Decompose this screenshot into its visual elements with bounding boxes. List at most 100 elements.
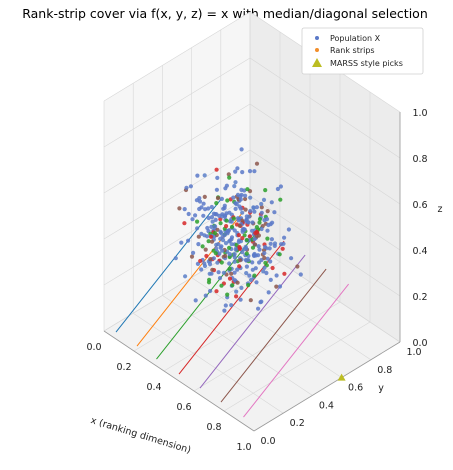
scatter-point — [244, 251, 249, 256]
scatter-point — [242, 247, 247, 252]
scatter-point — [244, 271, 249, 276]
scatter-point — [234, 289, 239, 294]
scatter-point — [214, 187, 219, 192]
scatter-point — [232, 228, 237, 233]
gridline — [249, 103, 401, 205]
gridline — [103, 57, 251, 148]
scatter-point — [237, 244, 242, 250]
scatter-point — [208, 288, 213, 294]
scatter-point — [289, 256, 294, 261]
z-tick-label: 0.2 — [412, 292, 427, 303]
scatter-point — [219, 244, 224, 249]
scatter-point — [252, 251, 257, 257]
scatter-point — [240, 210, 245, 215]
scatter-point — [243, 207, 248, 212]
scatter-point — [222, 232, 227, 237]
scatter-point — [248, 208, 253, 214]
scatter-point — [233, 180, 238, 185]
scatter-point — [254, 280, 259, 285]
gridline — [133, 312, 284, 414]
scatter-point — [199, 205, 204, 210]
scatter-point — [265, 209, 270, 214]
legend-label-population: Population X — [330, 34, 381, 43]
scatter-point — [218, 229, 223, 234]
scatter-point — [245, 187, 250, 192]
scatter-point — [195, 226, 200, 231]
scatter-point — [262, 255, 267, 261]
gridline — [249, 57, 401, 159]
scatter-point — [183, 274, 188, 279]
legend: Population X Rank strips MARSS style pic… — [301, 27, 424, 75]
scatter-point — [246, 220, 251, 225]
scatter-point — [177, 206, 182, 211]
scatter-point — [241, 226, 246, 232]
scatter-point — [212, 231, 217, 236]
scatter-point — [229, 224, 235, 229]
scatter-point — [286, 227, 291, 232]
z-tick-label: 1.0 — [412, 108, 427, 119]
scatter-point — [229, 271, 234, 276]
scatter-point — [246, 283, 251, 288]
legend-label-strips: Rank strips — [330, 46, 375, 55]
scatter-point — [270, 220, 275, 225]
axis-line — [253, 341, 401, 432]
scatter-point — [229, 303, 234, 308]
scatter-point — [268, 241, 273, 246]
scatter-point — [208, 234, 214, 239]
scatter-point — [206, 215, 211, 221]
scatter-point — [209, 239, 215, 244]
scatter-point — [240, 170, 245, 175]
scatter-point — [250, 220, 255, 225]
legend-marker-population — [315, 36, 319, 40]
scatter-point — [240, 236, 245, 241]
scatter-point — [236, 233, 241, 238]
scatter-point — [173, 256, 178, 261]
scatter-point — [233, 247, 238, 252]
scatter-point — [209, 204, 214, 210]
scatter-point — [257, 217, 263, 222]
scatter-point — [223, 253, 228, 259]
scatter-point — [246, 257, 251, 263]
scatter-point — [262, 265, 267, 270]
scatter-point — [243, 196, 248, 202]
scatter-point — [239, 192, 244, 197]
axis-lines — [103, 112, 401, 432]
scatter-point — [201, 201, 206, 206]
x-tick-label: 0.8 — [206, 422, 221, 433]
scatter-point — [219, 196, 224, 201]
scatter-point — [191, 250, 196, 255]
pick-markers — [337, 373, 346, 381]
scatter-point — [199, 231, 204, 236]
scatter-point — [184, 185, 189, 190]
scatter-point — [202, 173, 207, 178]
scatter-point — [225, 198, 230, 203]
scatter-point — [190, 217, 195, 222]
scatter-point — [261, 197, 267, 202]
scatter-point — [211, 256, 216, 261]
x-tick-label: 1.0 — [236, 442, 251, 453]
scatter-point — [268, 259, 273, 264]
scatter-point — [236, 218, 241, 223]
z-axis-label: z — [438, 204, 443, 215]
gridline — [103, 195, 251, 286]
scatter-point — [222, 203, 227, 208]
x-axis-label: x (ranking dimension) — [89, 415, 192, 456]
scatter-point — [232, 255, 237, 260]
scatter-point — [247, 234, 252, 239]
scatter-point — [270, 265, 275, 271]
scatter-point — [206, 239, 211, 244]
scatter-point — [217, 251, 222, 256]
scatter-point — [232, 252, 237, 257]
x-tick-label: 0.6 — [176, 402, 191, 413]
scatter-point — [186, 211, 191, 217]
scatter-point — [295, 264, 300, 269]
scatter-point — [205, 234, 210, 239]
legend-label-picks: MARSS style picks — [330, 59, 403, 68]
scatter-point — [263, 260, 268, 265]
scatter-point — [229, 242, 234, 247]
scatter-point — [253, 231, 258, 236]
scatter-point — [196, 242, 201, 247]
scatter-point — [217, 276, 223, 281]
x-tick-label: 0.2 — [116, 362, 131, 373]
